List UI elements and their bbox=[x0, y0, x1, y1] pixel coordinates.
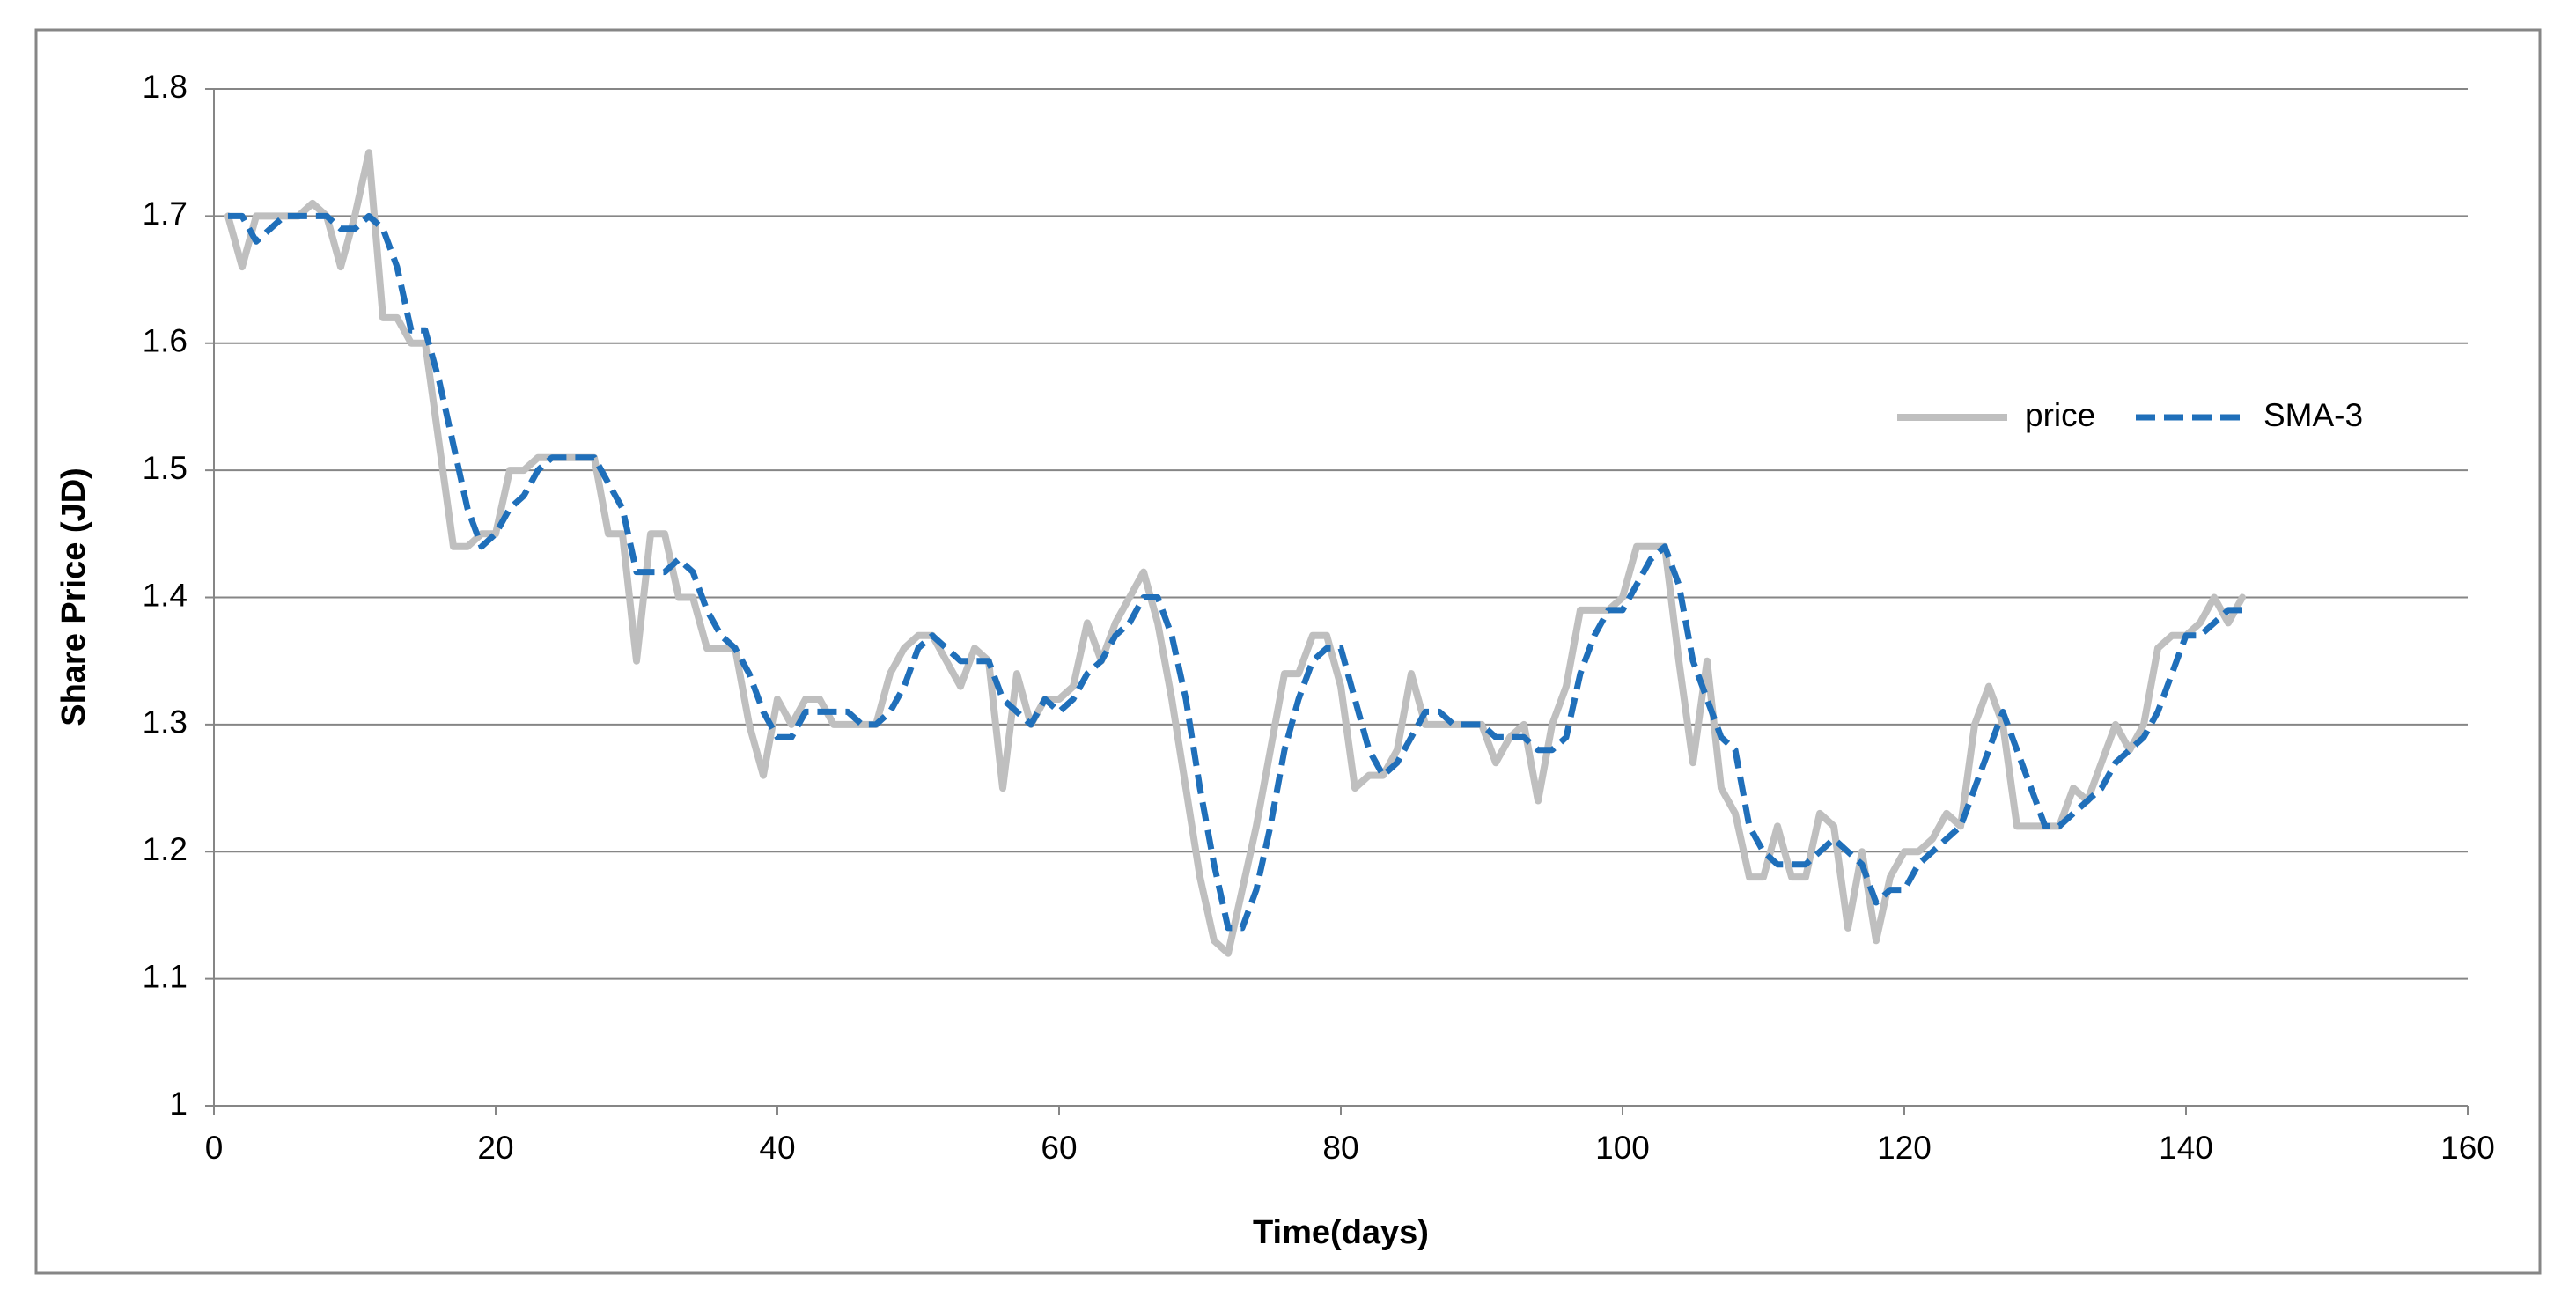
x-tick-label: 40 bbox=[759, 1130, 795, 1166]
series-line bbox=[228, 212, 2242, 932]
y-tick-label: 1.8 bbox=[143, 69, 188, 105]
x-tick-label: 120 bbox=[1877, 1130, 1932, 1166]
x-tick-label: 60 bbox=[1041, 1130, 1077, 1166]
legend-label: SMA-3 bbox=[2263, 397, 2363, 433]
x-tick-label: 0 bbox=[205, 1130, 224, 1166]
x-axis-title: Time(days) bbox=[1253, 1214, 1429, 1251]
y-tick-label: 1.2 bbox=[143, 831, 188, 867]
y-tick-label: 1.7 bbox=[143, 195, 188, 232]
y-tick-label: 1.5 bbox=[143, 450, 188, 486]
x-tick-label: 20 bbox=[477, 1130, 513, 1166]
y-tick-label: 1.3 bbox=[143, 704, 188, 740]
x-tick-label: 140 bbox=[2159, 1130, 2213, 1166]
y-axis-title: Share Price (JD) bbox=[55, 468, 92, 726]
chart-frame bbox=[34, 28, 2542, 1275]
y-tick-label: 1 bbox=[169, 1086, 188, 1122]
y-tick-label: 1.6 bbox=[143, 323, 188, 359]
legend-label: price bbox=[2025, 397, 2095, 433]
x-tick-label: 160 bbox=[2440, 1130, 2495, 1166]
x-tick-label: 100 bbox=[1595, 1130, 1650, 1166]
x-tick-label: 80 bbox=[1322, 1130, 1358, 1166]
y-tick-label: 1.4 bbox=[143, 577, 188, 613]
y-tick-label: 1.1 bbox=[143, 958, 188, 994]
